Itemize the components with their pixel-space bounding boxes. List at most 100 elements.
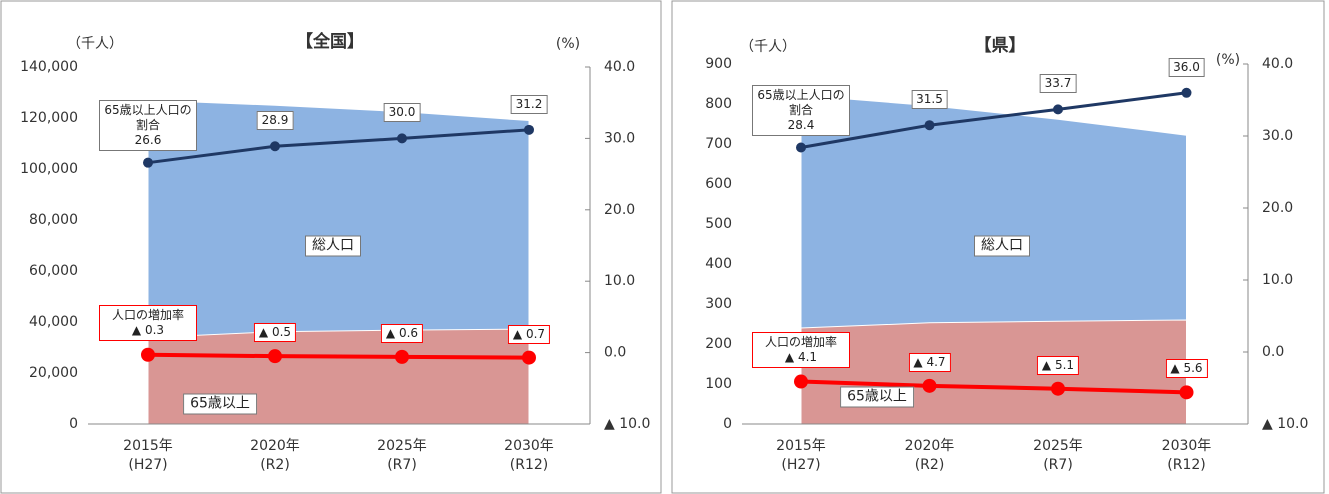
area-label: 総人口 xyxy=(974,235,1030,257)
series-label: 人口の増加率 ▲ 4.1 xyxy=(752,331,850,368)
y-tick-label: 60,000 xyxy=(29,263,78,279)
value-label: ▲ 4.1 xyxy=(784,349,818,364)
area-label: 65歳以上 xyxy=(183,393,257,415)
point xyxy=(1179,385,1194,400)
x-tick-sublabel: (R2) xyxy=(260,457,290,473)
y-tick-label: 100,000 xyxy=(20,161,78,177)
x-tick-sublabel: (R7) xyxy=(387,457,417,473)
x-tick-label: 2030年 xyxy=(1162,438,1212,454)
area-label: 総人口 xyxy=(305,235,361,257)
x-tick-label: 2015年 xyxy=(123,438,173,454)
point xyxy=(395,349,409,364)
x-tick-label: 2030年 xyxy=(504,438,554,454)
x-tick-sublabel: (R7) xyxy=(1043,457,1073,473)
x-tick-label: 2020年 xyxy=(250,438,300,454)
value-label: ▲ 0.6 xyxy=(380,323,424,343)
y-tick-label: 120,000 xyxy=(20,110,78,126)
y-tick-label: 0 xyxy=(69,416,78,432)
y2-tick-label: 10.0 xyxy=(1262,272,1293,288)
y2-tick-label: 0.0 xyxy=(604,345,626,361)
x-tick-sublabel: (H27) xyxy=(128,457,167,473)
x-tick-label: 2025年 xyxy=(377,438,427,454)
value-label: 36.0 xyxy=(1168,57,1205,77)
y-tick-label: 80,000 xyxy=(29,212,78,228)
point xyxy=(141,347,155,362)
line xyxy=(147,128,530,165)
y2-tick-label: 40.0 xyxy=(1262,56,1293,72)
y-tick-label: 700 xyxy=(705,136,732,152)
y-tick-label: 100 xyxy=(705,376,732,392)
y-tick-label: 300 xyxy=(705,296,732,312)
y2-tick-label: 10.0 xyxy=(604,273,635,289)
y-tick-label: 600 xyxy=(705,176,732,192)
series-label: 65歳以上人口の割合 28.4 xyxy=(752,84,850,136)
chart-title: 【全国】 xyxy=(296,31,364,52)
y2-tick-label: 20.0 xyxy=(1262,200,1293,216)
x-tick-sublabel: (H27) xyxy=(781,457,820,473)
y-tick-label: 400 xyxy=(705,256,732,272)
y2-tick-label: 40.0 xyxy=(604,59,635,75)
point xyxy=(270,141,280,152)
y-tick-label: 0 xyxy=(723,416,732,432)
chart-title: 【県】 xyxy=(975,35,1026,56)
value-label: 31.5 xyxy=(911,90,948,110)
series-name: 人口の増加率 xyxy=(764,334,837,349)
point xyxy=(924,120,935,131)
point xyxy=(1181,87,1192,98)
series-name: 65歳以上人口の割合 xyxy=(757,87,845,117)
point xyxy=(796,142,806,153)
value-label: ▲ 4.7 xyxy=(908,352,951,372)
y2-axis-label: (%) xyxy=(556,36,580,52)
y-tick-label: 900 xyxy=(705,56,732,72)
point xyxy=(268,349,282,364)
y2-tick-label: 30.0 xyxy=(1262,128,1293,144)
x-tick-sublabel: (R2) xyxy=(915,457,945,473)
value-label: 28.9 xyxy=(256,111,294,131)
point xyxy=(143,157,153,168)
y-tick-label: 20,000 xyxy=(29,365,78,381)
y2-tick-label: 0.0 xyxy=(1262,344,1284,360)
series-name: 65歳以上人口の割合 xyxy=(104,102,192,132)
area-label: 65歳以上 xyxy=(840,386,914,408)
value-label: 28.4 xyxy=(787,117,815,132)
y2-axis-label: (%) xyxy=(1216,52,1240,68)
x-tick-label: 2020年 xyxy=(905,438,955,454)
y-tick-label: 140,000 xyxy=(20,59,78,75)
value-label: 31.2 xyxy=(510,94,548,114)
line xyxy=(147,352,530,360)
line xyxy=(800,91,1187,149)
point xyxy=(1051,381,1065,396)
x-tick-label: 2025年 xyxy=(1033,438,1083,454)
value-label: 30.0 xyxy=(383,103,421,123)
y2-tick-label: 20.0 xyxy=(604,202,635,218)
y2-tick-label: ▲ 10.0 xyxy=(1262,416,1308,432)
point xyxy=(1053,104,1063,115)
value-label: ▲ 0.7 xyxy=(507,324,551,344)
value-label: ▲ 5.6 xyxy=(1165,359,1208,379)
panel-border xyxy=(671,0,1325,494)
series-label: 人口の増加率 ▲ 0.3 xyxy=(99,304,197,341)
point xyxy=(922,378,937,393)
x-tick-sublabel: (R12) xyxy=(1167,457,1205,473)
line xyxy=(800,379,1187,395)
point xyxy=(794,374,808,389)
y-tick-label: 800 xyxy=(705,96,732,112)
value-label: 33.7 xyxy=(1039,74,1077,94)
point xyxy=(397,133,407,144)
area xyxy=(800,319,1187,425)
point xyxy=(522,350,536,365)
value-label: ▲ 5.1 xyxy=(1036,355,1080,375)
y-tick-label: 40,000 xyxy=(29,314,78,330)
y-tick-label: 500 xyxy=(705,216,732,232)
y-tick-label: 200 xyxy=(705,336,732,352)
value-label: ▲ 0.5 xyxy=(253,323,297,343)
value-label: ▲ 0.3 xyxy=(131,322,165,337)
y-axis-label: （千人） xyxy=(740,39,796,55)
series-label: 65歳以上人口の割合 26.6 xyxy=(99,99,197,151)
y2-tick-label: ▲ 10.0 xyxy=(604,416,650,432)
y-axis-label: （千人） xyxy=(67,36,123,52)
value-label: 26.6 xyxy=(134,132,162,147)
x-tick-label: 2015年 xyxy=(776,438,826,454)
series-name: 人口の増加率 xyxy=(111,307,184,322)
